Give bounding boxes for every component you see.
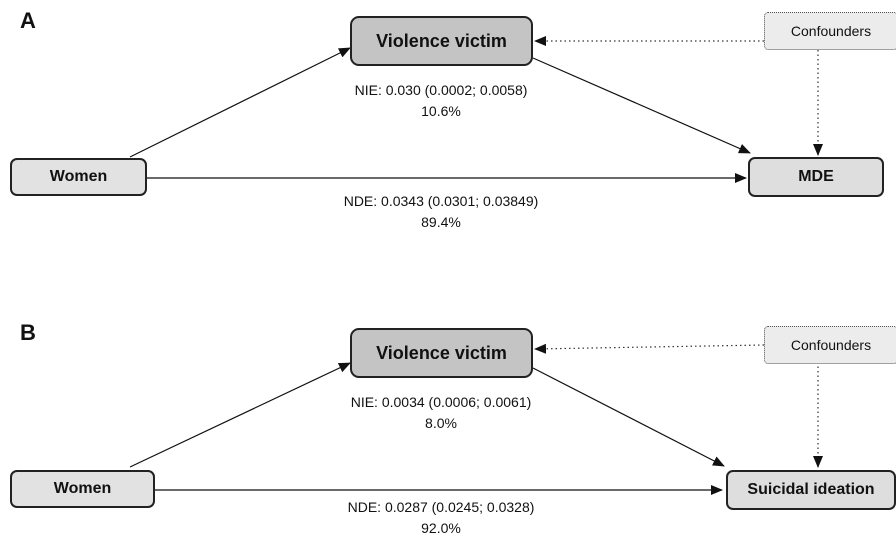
- panel-a: A Women Violence victim MDE Confounders …: [10, 8, 896, 233]
- panel-b: B Women Violence victim Suicidal ideatio…: [0, 270, 896, 540]
- nde-value: NDE: 0.0287 (0.0245; 0.0328): [347, 499, 535, 515]
- nie-value: NIE: 0.030 (0.0002; 0.0058): [354, 82, 528, 98]
- nie-value: NIE: 0.0034 (0.0006; 0.0061): [350, 394, 532, 410]
- mediator-node: Violence victim: [350, 16, 533, 66]
- direct-effect-label: NDE: 0.0343 (0.0301; 0.03849) 89.4%: [344, 191, 539, 233]
- nie-percent: 8.0%: [425, 415, 457, 431]
- panel-b-edges: [129, 343, 823, 495]
- nde-percent: 92.0%: [421, 520, 461, 536]
- arrow-mediator-to-outcome: [532, 57, 751, 154]
- arrow-mediator-to-outcome: [532, 367, 725, 467]
- confounders-node: Confounders: [764, 12, 896, 50]
- nde-percent: 89.4%: [421, 214, 461, 230]
- nde-value: NDE: 0.0343 (0.0301; 0.03849): [343, 193, 539, 209]
- outcome-node: Suicidal ideation: [726, 470, 896, 510]
- confounders-node: Confounders: [764, 326, 896, 364]
- arrow-exposure-to-mediator: [129, 362, 351, 468]
- outcome-node: MDE: [748, 157, 884, 197]
- panel-letter: B: [20, 320, 36, 345]
- panel-a-edges: [129, 36, 823, 183]
- indirect-effect-label: NIE: 0.0034 (0.0006; 0.0061) 8.0%: [351, 392, 532, 434]
- exposure-node: Women: [10, 158, 147, 196]
- indirect-effect-label: NIE: 0.030 (0.0002; 0.0058) 10.6%: [355, 80, 528, 122]
- panel-letter: A: [20, 8, 36, 33]
- direct-effect-label: NDE: 0.0287 (0.0245; 0.0328) 92.0%: [348, 497, 535, 539]
- mediator-node: Violence victim: [350, 328, 533, 378]
- nie-percent: 10.6%: [421, 103, 461, 119]
- arrow-exposure-to-mediator: [129, 47, 351, 158]
- arrow-confounders-to-mediator: [534, 343, 765, 354]
- exposure-node: Women: [10, 470, 155, 508]
